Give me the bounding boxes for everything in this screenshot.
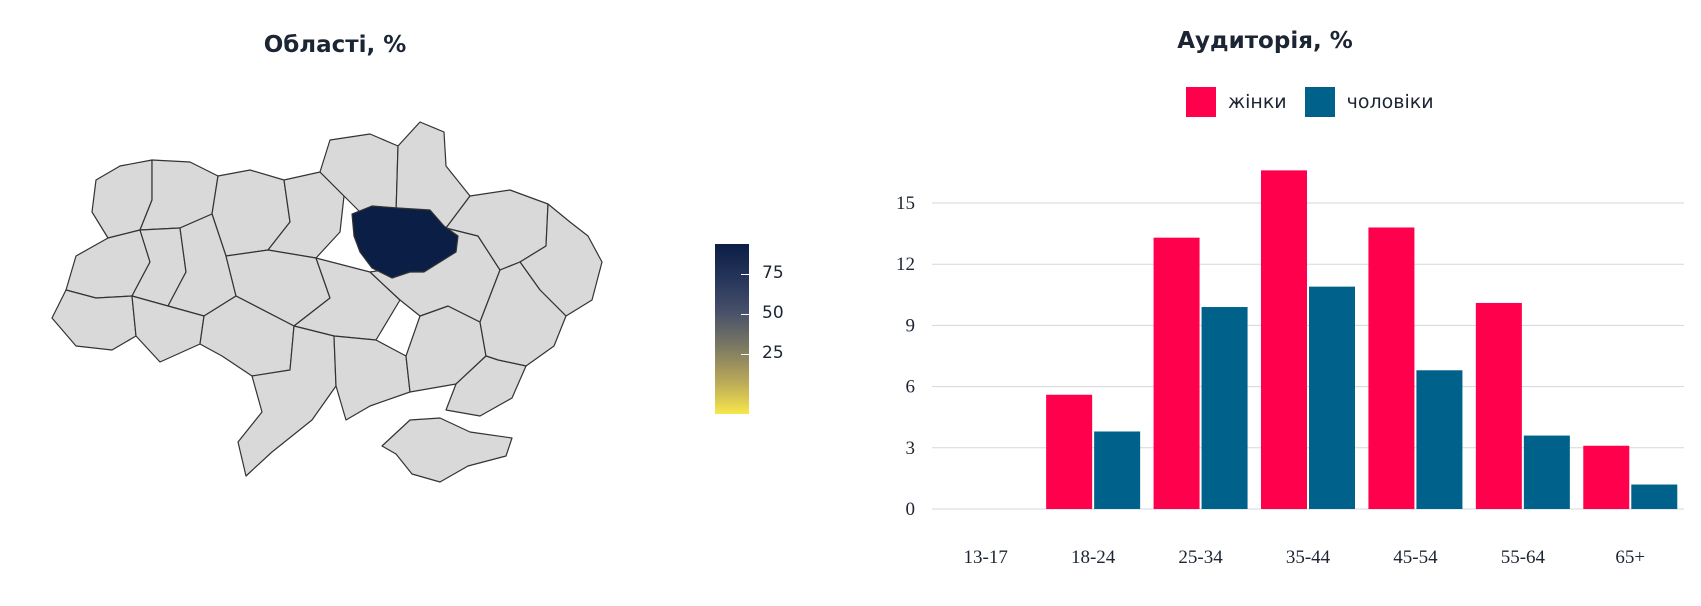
x-tick-label: 45-54 (1393, 547, 1438, 568)
ukraine-map (51, 121, 603, 483)
legend-swatch-women (1186, 87, 1216, 117)
x-tick-label: 35-44 (1286, 547, 1331, 568)
bar-women (1475, 302, 1522, 509)
map-region[interactable] (237, 325, 337, 477)
map-region-highlighted[interactable] (351, 205, 459, 279)
y-tick-label: 12 (896, 254, 915, 275)
colorbar-tick (741, 354, 749, 355)
legend-item-women[interactable]: жінки (1186, 87, 1287, 117)
bar-men (1523, 435, 1570, 509)
map-region[interactable] (51, 289, 137, 351)
map-title: Області, % (263, 32, 407, 58)
colorbar-tick (741, 314, 749, 315)
colorbar-tick (741, 274, 749, 275)
legend-label-women: жінки (1228, 91, 1287, 113)
legend-label-men: чоловіки (1346, 91, 1434, 113)
legend-swatch-men (1304, 87, 1335, 117)
x-tick-label: 13-17 (964, 547, 1008, 568)
map-region[interactable] (333, 335, 411, 421)
map-regions (51, 121, 603, 483)
colorbar-gradient (715, 244, 749, 414)
colorbar-label-75: 75 (762, 263, 784, 283)
colorbar-label-50: 50 (762, 303, 784, 323)
colorbar-label-25: 25 (762, 343, 784, 363)
chart-legend: жінки чоловіки (1186, 86, 1452, 118)
bar-men (1094, 431, 1141, 509)
map-region[interactable] (479, 261, 567, 367)
x-tick-label: 18-24 (1071, 547, 1116, 568)
bar-men (1631, 484, 1678, 509)
legend-item-men[interactable]: чоловіки (1304, 87, 1434, 117)
y-tick-label: 0 (906, 499, 916, 520)
y-tick-label: 3 (906, 438, 916, 459)
x-tick-label: 25-34 (1178, 547, 1223, 568)
y-tick-label: 9 (906, 315, 916, 336)
x-tick-label: 65+ (1615, 547, 1645, 568)
bar-women (1368, 227, 1415, 510)
map-region[interactable] (381, 417, 513, 483)
y-tick-label: 15 (896, 193, 915, 214)
y-tick-label: 6 (906, 377, 916, 398)
x-tick-label: 55-64 (1501, 547, 1546, 568)
chart-title: Аудиторія, % (1177, 28, 1353, 54)
bar-women (1261, 170, 1307, 510)
map-region[interactable] (519, 203, 603, 317)
bar-women (1583, 445, 1630, 509)
map-region[interactable] (445, 355, 527, 417)
bar-men (1416, 370, 1463, 509)
bar-women (1046, 394, 1093, 509)
bar-women (1153, 237, 1200, 509)
bar-men (1201, 307, 1248, 509)
bar-men (1309, 286, 1355, 509)
colorbar: 75 50 25 (700, 244, 784, 414)
